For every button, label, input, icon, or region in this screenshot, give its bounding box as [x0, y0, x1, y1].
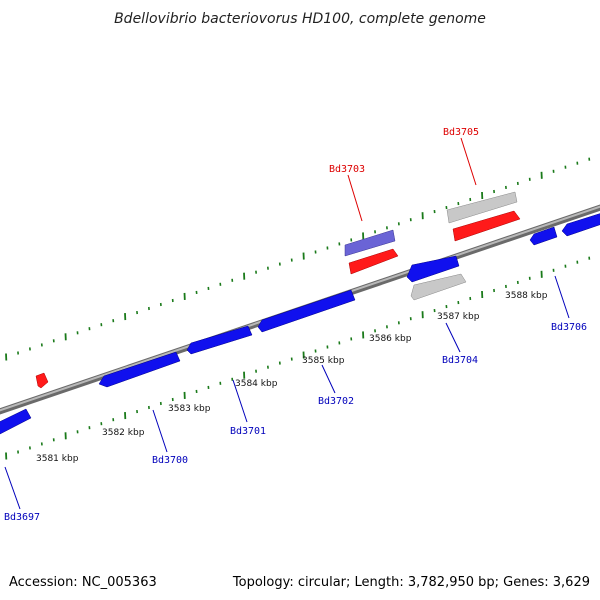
gene-feature[interactable]: [98, 351, 181, 388]
gene-feature[interactable]: [410, 273, 467, 301]
kbp-label: 3585 kbp: [302, 356, 345, 366]
gene-label[interactable]: Bd3700: [152, 455, 188, 466]
map-title: Bdellovibrio bacteriovorus HD100, comple…: [114, 11, 486, 27]
gene-feature[interactable]: [35, 372, 49, 389]
gene-label[interactable]: Bd3703: [329, 164, 365, 175]
kbp-label: 3587 kbp: [437, 312, 480, 322]
gene-label[interactable]: Bd3706: [551, 322, 587, 333]
label-leader-lines: [4, 137, 570, 510]
gene-feature[interactable]: [452, 210, 521, 242]
accession-text: Accession: NC_005363: [9, 575, 157, 590]
kbp-label: 3588 kbp: [505, 291, 548, 301]
gene-labels: Bd3697 Bd3700 Bd3701 Bd3702 Bd3703 Bd370…: [4, 127, 587, 523]
gene-feature[interactable]: [529, 226, 558, 246]
gene-label[interactable]: Bd3705: [443, 127, 479, 138]
gene-label[interactable]: Bd3701: [230, 426, 266, 437]
gene-feature[interactable]: [344, 229, 396, 257]
lower-tick-row: [5, 256, 591, 460]
kbp-labels: 3581 kbp 3582 kbp 3583 kbp 3584 kbp 3585…: [36, 291, 548, 464]
kbp-label: 3584 kbp: [235, 379, 278, 389]
kbp-label: 3581 kbp: [36, 454, 79, 464]
genome-summary-text: Topology: circular; Length: 3,782,950 bp…: [232, 575, 590, 590]
gene-feature[interactable]: [406, 255, 460, 283]
gene-label[interactable]: Bd3702: [318, 396, 354, 407]
kbp-label: 3583 kbp: [168, 404, 211, 414]
gene-feature[interactable]: [186, 325, 253, 355]
gene-feature[interactable]: [257, 289, 356, 333]
gene-feature[interactable]: [561, 212, 600, 237]
kbp-label: 3586 kbp: [369, 334, 412, 344]
gene-label[interactable]: Bd3697: [4, 512, 40, 523]
upper-tick-row: [5, 157, 591, 361]
gene-feature[interactable]: [348, 248, 399, 275]
gene-features: [0, 191, 600, 435]
gene-feature[interactable]: [446, 191, 518, 224]
gene-feature[interactable]: [0, 408, 32, 435]
kbp-label: 3582 kbp: [102, 428, 145, 438]
gene-label[interactable]: Bd3704: [442, 355, 478, 366]
